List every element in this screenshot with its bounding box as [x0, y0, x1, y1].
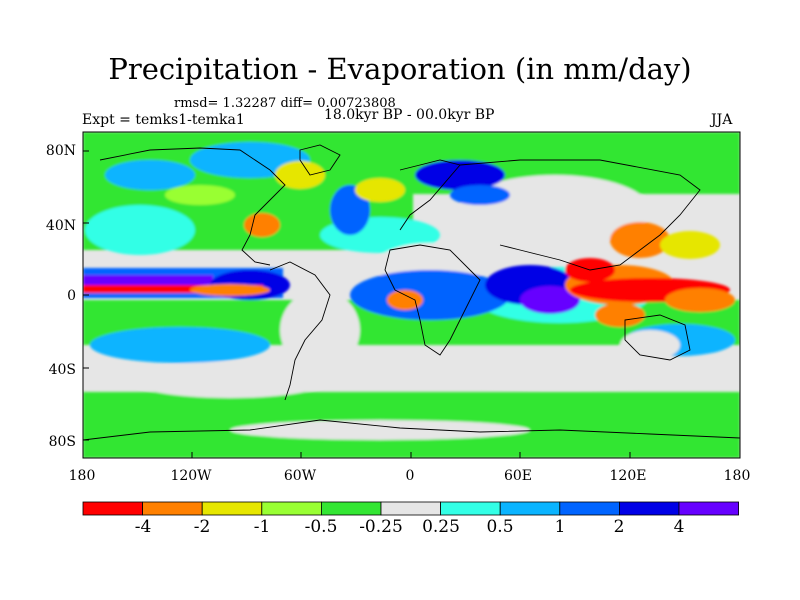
field-blobs — [83, 132, 740, 458]
field-blob — [230, 420, 530, 440]
field-blob — [330, 185, 370, 235]
colorbar-box-4 — [320, 501, 382, 516]
field-blob — [610, 222, 670, 258]
field-blob — [165, 185, 235, 205]
field-blob — [430, 361, 690, 389]
field-blob — [90, 327, 270, 363]
lon-label-120e: 120E — [609, 468, 647, 484]
lon-label-60w: 60W — [283, 468, 317, 484]
field-blob — [280, 290, 360, 370]
colorbar-label: -0.5 — [304, 517, 338, 537]
colorbar-box-2 — [201, 501, 263, 516]
chart-title: Precipitation - Evaporation (in mm/day) — [108, 52, 692, 86]
colorbar-label: -4 — [134, 517, 152, 537]
colorbar-label: 1 — [554, 517, 566, 537]
field-blob — [275, 161, 325, 189]
colorbar-label: -2 — [193, 517, 211, 537]
colorbar-label: 4 — [673, 517, 685, 537]
coastline-australia — [624, 314, 691, 361]
colorbar-label: 0.5 — [486, 517, 514, 537]
lat-label-80n: 80N — [45, 143, 76, 159]
lon-label-0: 0 — [405, 468, 415, 484]
lon-label-180e: 180 — [723, 468, 751, 484]
lat-label-80s: 80S — [48, 434, 76, 450]
field-blob — [190, 284, 270, 296]
coastline-greenland — [299, 144, 341, 176]
lon-label-120w: 120W — [170, 468, 212, 484]
lon-label-180w: 180 — [68, 468, 96, 484]
experiment-label: Expt = temks1-temka1 — [82, 112, 245, 128]
field-blob — [350, 270, 510, 320]
field-blob — [105, 160, 195, 190]
colorbar-box-5 — [380, 501, 441, 516]
colorbar — [82, 501, 739, 516]
lat-label-eq: 0 — [67, 288, 76, 304]
field-blob — [520, 286, 580, 314]
colorbar-label: 0.25 — [422, 517, 460, 537]
colorbar-box-0 — [82, 501, 143, 516]
field-blob — [355, 178, 405, 202]
field-blob — [595, 303, 645, 327]
coastline-south-america — [269, 261, 331, 401]
field-blob — [130, 362, 330, 398]
field-blob — [244, 213, 280, 237]
coastline-africa — [384, 244, 481, 356]
colorbar-box-6 — [440, 501, 501, 516]
field-blob — [660, 231, 720, 259]
field-blob — [83, 285, 263, 293]
lat-label-40n: 40N — [45, 218, 76, 234]
colorbar-box-1 — [142, 501, 203, 516]
colorbar-label: -1 — [253, 517, 271, 537]
field-blob — [450, 185, 510, 205]
field-blob — [665, 288, 735, 312]
field-blob — [620, 330, 680, 360]
colorbar-box-9 — [619, 501, 680, 516]
colorbar-label: 2 — [613, 517, 625, 537]
coastline-antarctica — [83, 419, 740, 441]
lon-label-60e: 60E — [503, 468, 533, 484]
field-blob — [85, 205, 195, 255]
map-field — [83, 132, 740, 458]
colorbar-box-7 — [499, 501, 561, 516]
coastline-north-america — [99, 147, 286, 266]
season-label: JJA — [711, 112, 733, 128]
colorbar-box-8 — [559, 501, 620, 516]
coastline-asia — [459, 159, 701, 271]
field-blob — [387, 290, 423, 310]
stats-label: rmsd= 1.32287 diff= 0.00723808 — [174, 96, 396, 111]
axis-ticks — [82, 150, 741, 458]
lat-label-40s: 40S — [48, 362, 76, 378]
colorbar-label: -0.25 — [359, 517, 403, 537]
colorbar-box-10 — [678, 501, 739, 516]
coastlines — [83, 144, 740, 441]
period-label: 18.0kyr BP - 00.0kyr BP — [324, 107, 495, 123]
colorbar-box-3 — [261, 501, 322, 516]
field-blob — [415, 160, 505, 190]
